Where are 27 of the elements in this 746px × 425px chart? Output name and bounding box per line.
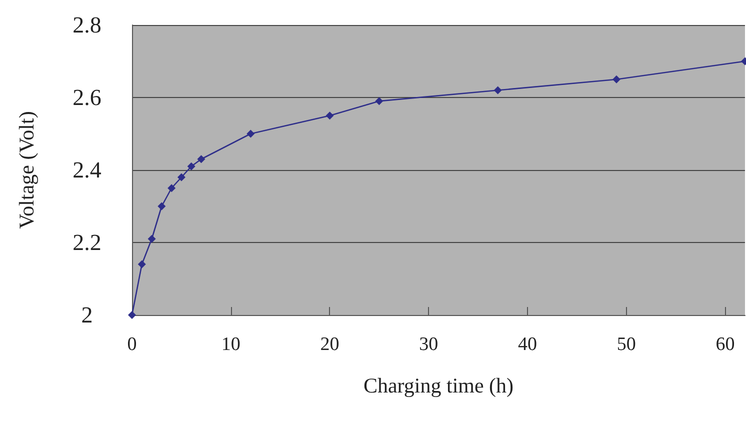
- point: [138, 260, 146, 268]
- x-tick-label: 50: [616, 334, 636, 355]
- point: [326, 112, 334, 120]
- point: [197, 155, 206, 164]
- y-tick-label: 2.6: [72, 85, 102, 110]
- y-axis-title: Voltage (Volt): [14, 111, 38, 229]
- point: [187, 162, 196, 170]
- x-tick-label: 60: [716, 334, 735, 355]
- point: [177, 173, 186, 182]
- point: [128, 311, 136, 319]
- y-tick-label: 2.4: [72, 158, 102, 182]
- x-tick-label: 30: [419, 334, 438, 355]
- point: [158, 202, 166, 210]
- point: [148, 234, 156, 243]
- x-tick-label: 10: [221, 334, 240, 355]
- y-tick-label: 2.2: [72, 230, 102, 255]
- point: [168, 184, 176, 192]
- x-tick-label: 0: [127, 334, 137, 355]
- point: [375, 97, 384, 106]
- x-axis-title: Charging time (h): [363, 374, 514, 398]
- point: [246, 130, 255, 138]
- y-tick-label: 2: [81, 302, 93, 328]
- x-tick-label: 20: [320, 334, 340, 355]
- y-tick-label: 2.8: [72, 12, 102, 38]
- point: [494, 86, 502, 94]
- point: [612, 75, 620, 84]
- x-tick-label: 40: [518, 334, 537, 355]
